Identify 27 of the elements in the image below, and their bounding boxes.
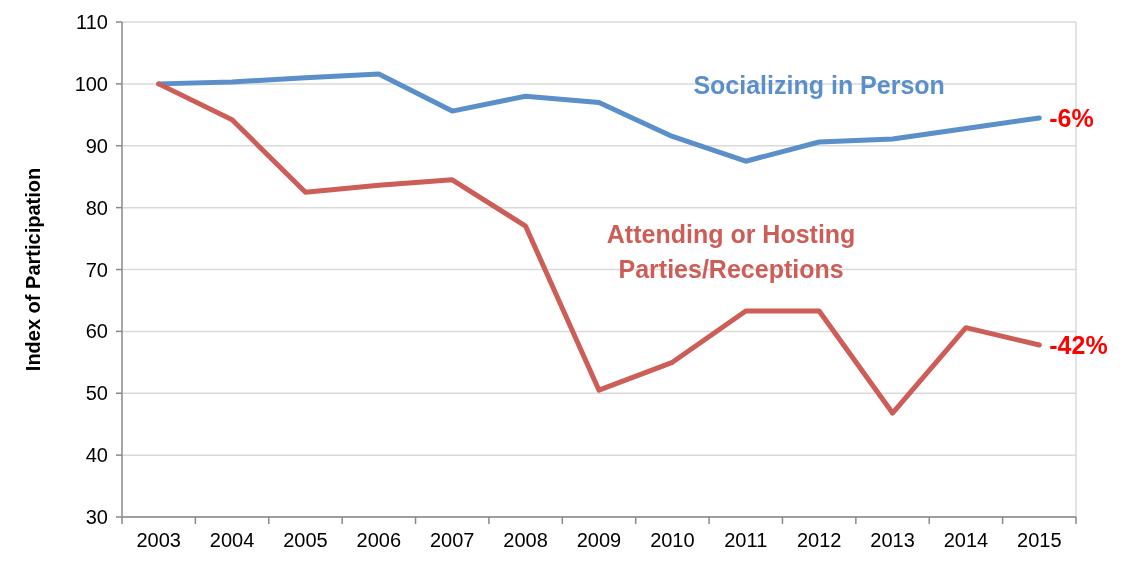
y-tick-label: 80 [85, 196, 108, 219]
x-tick-label: 2008 [503, 529, 548, 551]
y-tick-label: 100 [74, 72, 108, 95]
x-tick-label: 2007 [429, 529, 475, 551]
x-tick-label: 2015 [1017, 529, 1062, 551]
y-tick-label: 30 [85, 506, 108, 528]
x-tick-label: 2006 [356, 529, 402, 551]
y-tick-label: 50 [85, 382, 108, 405]
x-tick-label: 2011 [724, 529, 768, 551]
series-label: Socializing in Person [693, 71, 945, 100]
y-tick-label: 90 [85, 134, 108, 157]
annotation: -6% [1049, 103, 1094, 132]
x-tick-label: 2012 [796, 529, 842, 551]
y-tick-label: 110 [76, 11, 108, 33]
x-tick-label: 2005 [283, 529, 328, 551]
x-tick-label: 2010 [650, 529, 695, 551]
y-tick-label: 40 [85, 444, 108, 467]
y-tick-label: 70 [85, 258, 108, 281]
x-tick-label: 2014 [943, 529, 989, 551]
x-tick-label: 2003 [136, 529, 181, 551]
y-axis-title: Index of Participation [22, 167, 44, 372]
y-tick-label: 60 [85, 320, 108, 343]
series-label: Attending or Hosting Parties/Receptions [606, 220, 856, 284]
annotation: -42% [1049, 330, 1108, 359]
x-tick-label: 2009 [576, 529, 622, 551]
x-tick-label: 2004 [209, 529, 255, 551]
x-tick-label: 2013 [870, 529, 915, 551]
